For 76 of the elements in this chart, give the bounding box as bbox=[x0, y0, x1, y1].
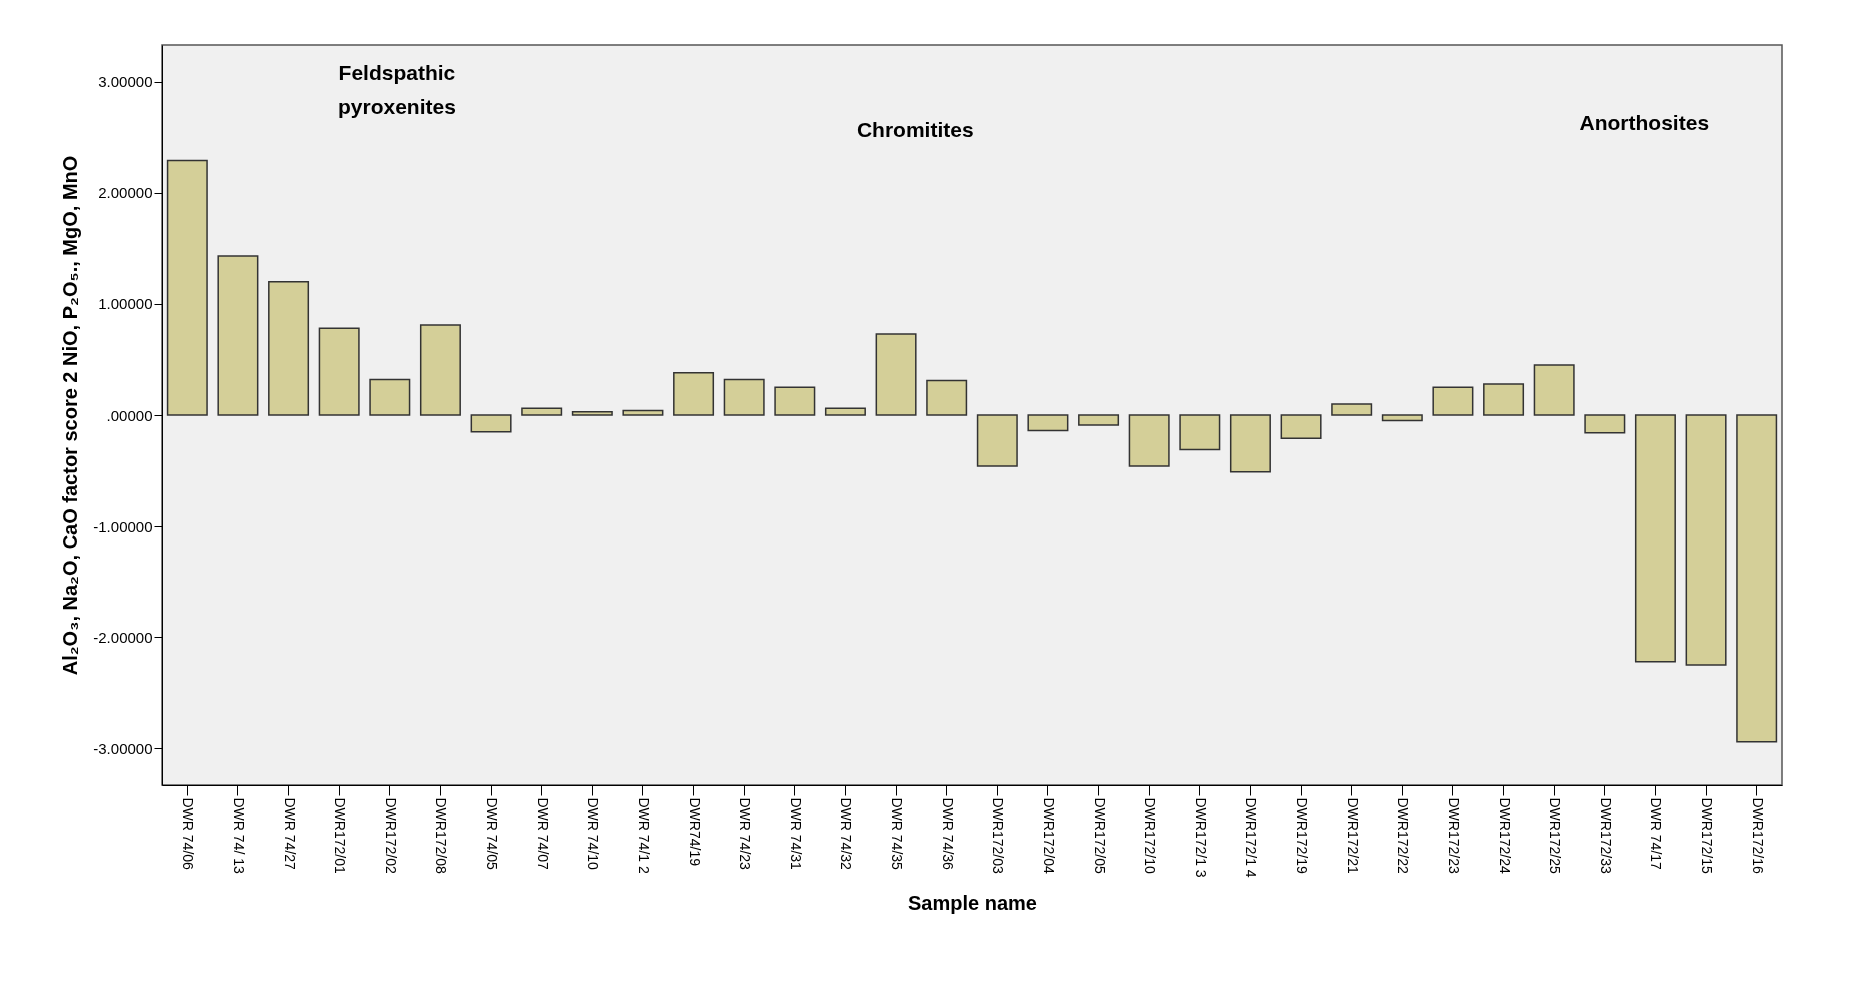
y-tick-label: .00000 bbox=[106, 406, 153, 424]
y-tick-label: 1.00000 bbox=[98, 295, 153, 313]
x-tick-label: DWR 74/05 bbox=[484, 797, 501, 871]
bar bbox=[1533, 364, 1575, 416]
bar bbox=[1229, 414, 1271, 473]
bar bbox=[470, 414, 512, 433]
x-tick-label: DWR172/21 bbox=[1344, 797, 1361, 874]
x-tick-label: DWR172/02 bbox=[382, 797, 399, 874]
x-tick-label: DWR172/25 bbox=[1547, 797, 1564, 874]
bar bbox=[1381, 414, 1423, 422]
bar bbox=[824, 407, 866, 416]
y-tick-label: 3.00000 bbox=[98, 73, 153, 91]
x-tick-label: DWR 74/17 bbox=[1648, 797, 1665, 871]
x-tick-label: DWR172/01 bbox=[332, 797, 349, 874]
y-axis-title: Al₂O₃, Na₂O, CaO factor score 2 NiO, P₂O₅., MgO, MnO bbox=[59, 155, 82, 676]
bar bbox=[926, 379, 968, 416]
y-tick-label: -2.00000 bbox=[93, 628, 153, 646]
bar bbox=[369, 378, 411, 416]
x-tick-label: DWR 74/ 13 bbox=[230, 797, 247, 874]
bar bbox=[976, 414, 1018, 467]
x-axis-title: Sample name bbox=[908, 891, 1037, 914]
bar bbox=[521, 407, 563, 416]
bar bbox=[1331, 403, 1373, 416]
x-tick-label: DWR172/22 bbox=[1395, 797, 1412, 874]
x-tick-label: DWR172/24 bbox=[1496, 797, 1513, 874]
y-tick-label: -3.00000 bbox=[93, 739, 153, 757]
bar bbox=[1280, 414, 1322, 440]
y-tick-label: -1.00000 bbox=[93, 517, 153, 535]
x-tick-label: DWR74/19 bbox=[686, 797, 703, 867]
bar bbox=[1027, 414, 1069, 432]
x-tick-label: DWR 74/27 bbox=[281, 797, 298, 871]
bar bbox=[1685, 414, 1727, 666]
x-tick-label: DWR172/16 bbox=[1749, 797, 1766, 874]
x-tick-label: DWR 74/10 bbox=[585, 797, 602, 871]
annotation: Chromitites bbox=[856, 118, 974, 141]
bar bbox=[1584, 414, 1626, 434]
bar bbox=[571, 410, 613, 416]
x-tick-label: DWR172/1 4 bbox=[1243, 797, 1260, 878]
bar bbox=[673, 372, 715, 416]
x-tick-label: DWR172/33 bbox=[1597, 797, 1614, 874]
x-tick-label: DWR172/19 bbox=[1294, 797, 1311, 874]
bar bbox=[1128, 414, 1170, 467]
x-tick-label: DWR 74/23 bbox=[737, 797, 754, 871]
x-tick-label: DWR172/1 3 bbox=[1192, 797, 1209, 878]
x-tick-label: DWR172/15 bbox=[1699, 797, 1716, 874]
annotation: Feldspathic pyroxenites bbox=[337, 61, 456, 118]
bar bbox=[1483, 383, 1525, 416]
x-tick-label: DWR172/23 bbox=[1445, 797, 1462, 874]
bar bbox=[318, 327, 360, 416]
bar bbox=[1179, 414, 1221, 451]
x-tick-label: DWR 74/31 bbox=[787, 797, 804, 871]
bar bbox=[723, 378, 765, 416]
bar bbox=[774, 386, 816, 416]
x-tick-label: DWR 74/06 bbox=[180, 797, 197, 871]
bar bbox=[1736, 414, 1778, 743]
bar bbox=[1634, 414, 1676, 663]
x-tick-label: DWR 74/07 bbox=[534, 797, 551, 871]
bar bbox=[622, 409, 664, 416]
x-tick-label: DWR 74/32 bbox=[838, 797, 855, 871]
bar bbox=[217, 255, 259, 416]
bar bbox=[166, 159, 208, 416]
bar bbox=[419, 324, 461, 416]
x-tick-label: DWR 74/35 bbox=[889, 797, 906, 871]
bar bbox=[1432, 386, 1474, 416]
x-tick-label: DWR172/10 bbox=[1142, 797, 1159, 874]
x-tick-label: DWR172/04 bbox=[1040, 797, 1057, 874]
x-tick-label: DWR172/08 bbox=[433, 797, 450, 874]
y-tick-label: 2.00000 bbox=[98, 184, 153, 202]
bar bbox=[1078, 414, 1120, 426]
x-tick-label: DWR 74/1 2 bbox=[635, 797, 652, 874]
annotation: Anorthosites bbox=[1579, 111, 1710, 134]
bar bbox=[875, 333, 917, 416]
x-tick-label: DWR 74/36 bbox=[939, 797, 956, 871]
bar bbox=[268, 280, 310, 416]
x-tick-label: DWR172/03 bbox=[990, 797, 1007, 874]
x-tick-label: DWR172/05 bbox=[1091, 797, 1108, 874]
